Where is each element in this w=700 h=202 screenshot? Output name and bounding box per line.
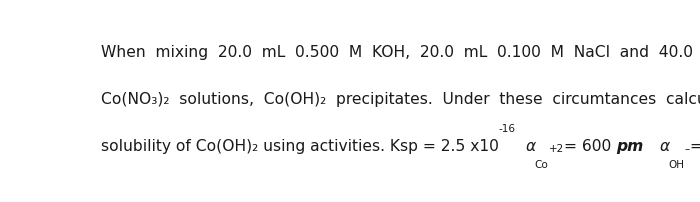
Text: pm: pm <box>616 138 643 153</box>
Text: = 350: = 350 <box>690 138 700 153</box>
Text: α: α <box>526 138 536 153</box>
Text: α: α <box>659 138 670 153</box>
Text: Co(NO₃)₂  solutions,  Co(OH)₂  precipitates.  Under  these  circumtances  calcul: Co(NO₃)₂ solutions, Co(OH)₂ precipitates… <box>101 92 700 106</box>
Text: solubility of Co(OH)₂ using activities. Ksp = 2.5 x10: solubility of Co(OH)₂ using activities. … <box>101 138 499 153</box>
Text: +2: +2 <box>549 144 564 154</box>
Text: –: – <box>685 144 690 154</box>
Text: = 600: = 600 <box>564 138 616 153</box>
Text: When  mixing  20.0  mL  0.500  M  KOH,  20.0  mL  0.100  M  NaCl  and  40.0  mL : When mixing 20.0 mL 0.500 M KOH, 20.0 mL… <box>101 45 700 60</box>
Text: -16: -16 <box>499 123 516 134</box>
Text: Co: Co <box>535 159 549 169</box>
Text: OH: OH <box>668 159 685 169</box>
